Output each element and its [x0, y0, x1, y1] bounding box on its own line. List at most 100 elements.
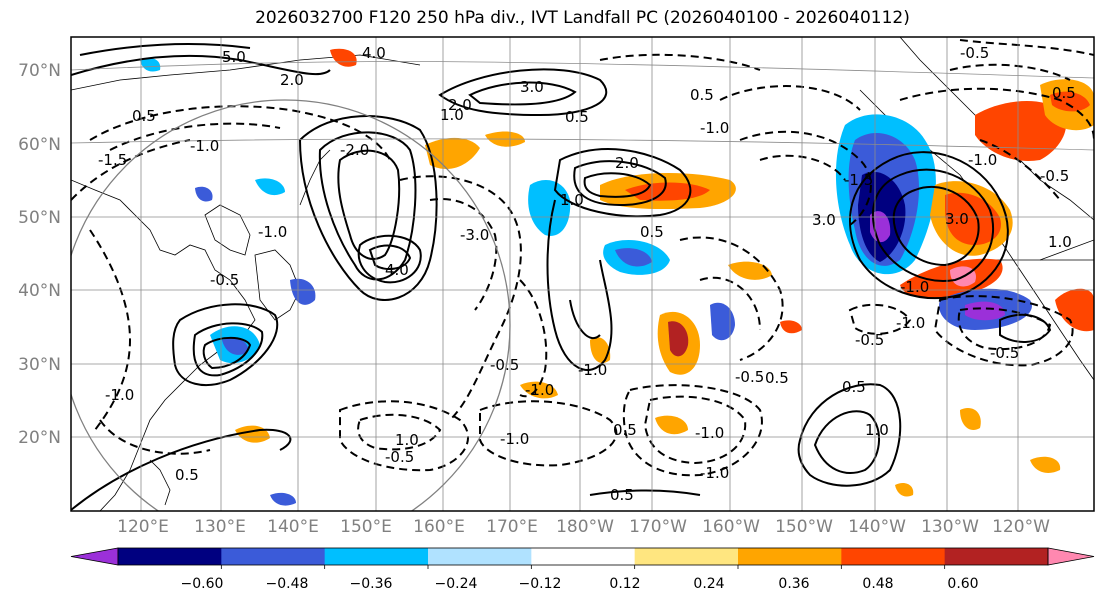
colorbar-segment [324, 548, 429, 565]
contour-label: 0.5 [613, 421, 637, 439]
colorbar-segment [634, 548, 739, 565]
contour-label: 0.5 [690, 86, 714, 104]
lat-label: 70°N [18, 61, 61, 81]
contour-label: -1.0 [500, 430, 529, 448]
colorbar-extend-low [70, 547, 119, 566]
shade-positive [1055, 288, 1094, 332]
lon-label: 180°W [556, 517, 614, 537]
contour-label: -1.0 [968, 151, 997, 169]
coastlines [71, 37, 1094, 511]
shade-negative [965, 301, 1005, 321]
contour-label: -2.0 [340, 141, 369, 159]
contour-label: 0.5 [132, 107, 156, 125]
colorbar-extend-high [1047, 547, 1095, 566]
shade-positive [975, 100, 1067, 161]
contour-label: -0.5 [1040, 167, 1069, 185]
contour-label: -0.5 [855, 331, 884, 349]
contour-label: 4.0 [362, 44, 386, 62]
contour-label: 0.5 [175, 466, 199, 484]
contour-label: -1.0 [700, 464, 729, 482]
colorbar [70, 547, 1095, 569]
lat-label: 30°N [18, 355, 61, 375]
lon-label: 120°W [992, 517, 1050, 537]
contour-label: -0.5 [960, 44, 989, 62]
shade-negative [270, 492, 296, 506]
contour-label: 1.0 [1048, 233, 1072, 251]
contour-label: -1.0 [900, 278, 929, 296]
contour-label: 1.0 [865, 421, 889, 439]
colorbar-segment [738, 548, 842, 565]
shade-positive [728, 261, 772, 280]
shade-negative [290, 278, 316, 305]
lat-label: 20°N [18, 428, 61, 448]
contour-label: -1.0 [578, 361, 607, 379]
contour-label: -1.0 [258, 223, 287, 241]
contour-label: 3.0 [520, 78, 544, 96]
colorbar-tick-label: −0.24 [434, 576, 478, 592]
shade-positive [1050, 91, 1090, 112]
shade-negative [615, 248, 652, 267]
shade-negative [222, 338, 249, 355]
colorbar-tick-label: −0.60 [180, 576, 224, 592]
lon-label: 170°W [629, 517, 687, 537]
shade-positive [900, 258, 1003, 298]
lon-label: 160°W [702, 517, 760, 537]
shade-positive [140, 58, 161, 72]
lon-label: 130°E [194, 517, 246, 537]
shade-negative [255, 178, 285, 196]
shade-positive [1030, 456, 1061, 473]
contour-label: 4.0 [385, 261, 409, 279]
shade-negative [710, 302, 735, 341]
shade-positive [668, 321, 689, 357]
shade-positive [590, 337, 611, 364]
contour-label: 2.0 [280, 71, 304, 89]
contour-label: -0.5 [210, 271, 239, 289]
colorbar-tick-label: 0.12 [609, 576, 641, 592]
contour-label: 0.5 [842, 378, 866, 396]
colorbar-segment [841, 548, 946, 565]
colorbar-tick-label: 0.60 [947, 576, 979, 592]
colorbar-tick-label: 0.36 [778, 576, 810, 592]
colorbar-frame [117, 547, 1049, 566]
colorbar-segment [221, 548, 326, 565]
contour-label: 3.0 [945, 210, 969, 228]
colorbar-segment [531, 548, 636, 565]
lon-label: 120°E [117, 517, 169, 537]
contour-label: -1.5 [844, 171, 873, 189]
contour-label: -1.0 [190, 137, 219, 155]
graticule [71, 37, 1094, 511]
lon-label: 130°W [921, 517, 979, 537]
colorbar-tick-label: 0.24 [693, 576, 725, 592]
lat-label: 50°N [18, 208, 61, 228]
contour-label: 1.0 [440, 106, 464, 124]
contour-label: -1.0 [700, 119, 729, 137]
colorbar-segment [428, 548, 532, 565]
shade-positive [520, 381, 558, 399]
contour-label: 0.5 [610, 486, 634, 504]
contour-label: -1.0 [525, 381, 554, 399]
colorbar-segment [118, 548, 222, 565]
shade-positive [895, 483, 914, 497]
lon-label: 140°W [848, 517, 906, 537]
contour-label: -0.5 [385, 448, 414, 466]
map-title: 2026032700 F120 250 hPa div., IVT Landfa… [255, 8, 910, 28]
contour-label: 5.0 [222, 48, 246, 66]
lat-label: 60°N [18, 135, 61, 155]
contour-label: -0.5 [735, 368, 764, 386]
contour-labels: 0.5 5.0 2.0 4.0 1.0 3.0 0.5 -1.0 -1.5 2.… [98, 44, 1076, 504]
contour-label: 0.5 [765, 369, 789, 387]
contour-label: -1.5 [98, 151, 127, 169]
colorbar-segment [944, 548, 1049, 565]
contour-label: 2.0 [448, 96, 472, 114]
contour-label: -0.5 [490, 356, 519, 374]
lon-label: 160°E [413, 517, 465, 537]
contour-label: 0.5 [1052, 84, 1076, 102]
map-frame [70, 36, 1095, 512]
colorbar-tick-label: −0.12 [518, 576, 562, 592]
contour-label: -1.0 [896, 314, 925, 332]
lon-label: 170°E [486, 517, 538, 537]
contour-label: 1.0 [395, 431, 419, 449]
contour-label: -3.0 [460, 226, 489, 244]
contour-label: -1.0 [105, 386, 134, 404]
